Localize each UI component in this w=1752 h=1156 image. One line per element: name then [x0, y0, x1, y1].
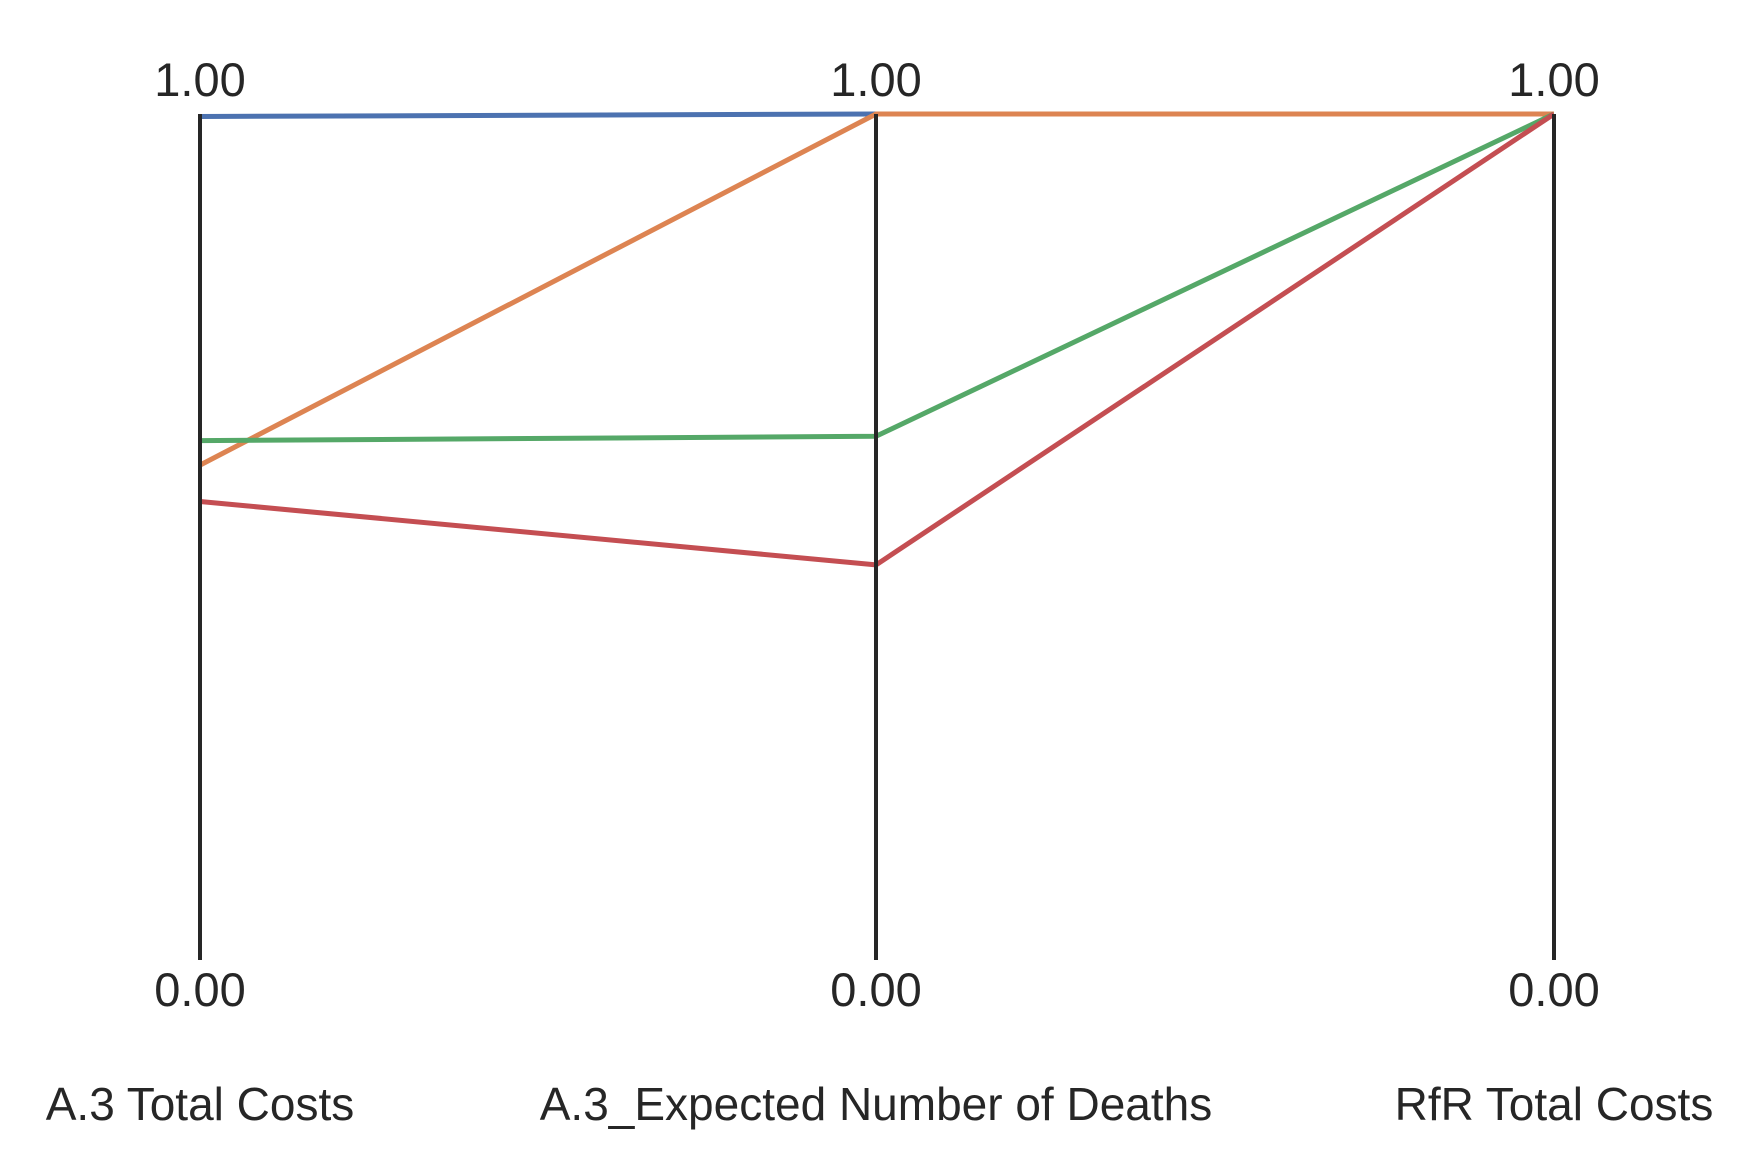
- axis-name-1: A.3 Total Costs: [46, 1078, 355, 1130]
- axis-min-label-1: 0.00: [154, 963, 245, 1016]
- axis-max-label-2: 1.00: [830, 53, 921, 106]
- axis-max-label-1: 1.00: [154, 53, 245, 106]
- axis-min-label-2: 0.00: [830, 963, 921, 1016]
- axis-name-2: A.3_Expected Number of Deaths: [540, 1078, 1212, 1130]
- axis-name-3: RfR Total Costs: [1395, 1078, 1714, 1130]
- axis-max-label-3: 1.00: [1508, 53, 1599, 106]
- axis-min-label-3: 0.00: [1508, 963, 1599, 1016]
- axes-layer: 1.00 0.00 A.3 Total Costs 1.00 0.00 A.3_Expec…: [46, 53, 1714, 1130]
